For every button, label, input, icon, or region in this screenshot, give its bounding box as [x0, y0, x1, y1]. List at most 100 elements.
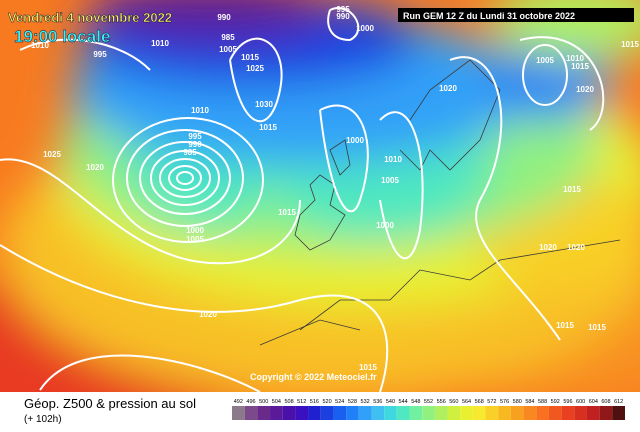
scale-swatch	[548, 406, 562, 420]
scale-swatch	[320, 406, 334, 420]
isobar-label: 1025	[43, 150, 61, 159]
isobar-label: 1015	[278, 208, 296, 217]
scale-label: 588	[538, 399, 547, 405]
scale-swatch	[396, 406, 410, 420]
scale-label: 600	[576, 399, 585, 405]
isobar-label: 1015	[359, 363, 377, 372]
isobar-label: 1020	[199, 310, 217, 319]
local-time: 19:00 locale	[14, 27, 110, 46]
scale-label: 604	[589, 399, 598, 405]
scale-swatch	[232, 406, 245, 420]
isobar-label: 1005	[536, 56, 554, 65]
scale-swatch	[485, 406, 499, 420]
scale-swatch	[308, 406, 321, 420]
isobar-label: 1020	[86, 163, 104, 172]
scale-label: 552	[424, 399, 433, 405]
scale-swatch	[282, 406, 296, 420]
isobar-label: 1020	[539, 243, 557, 252]
scale-label: 596	[563, 399, 572, 405]
scale-swatch	[409, 406, 423, 420]
isobar-label: 1020	[576, 85, 594, 94]
isobar-label: 1005	[219, 45, 237, 54]
scale-swatch	[333, 406, 347, 420]
scale-swatch	[523, 406, 537, 420]
isobar-label: 1015	[588, 323, 606, 332]
scale-label: 544	[399, 399, 408, 405]
scale-label: 580	[513, 399, 522, 405]
isobar-label: 1000	[346, 136, 364, 145]
isobar-label: 1030	[255, 100, 273, 109]
scale-swatch	[498, 406, 511, 420]
scale-swatch	[460, 406, 473, 420]
isobar-labels: 1010995101099098510051015102510301015101…	[31, 5, 639, 372]
scale-swatch	[599, 406, 613, 420]
scale-swatch	[434, 406, 448, 420]
isobar-label: 1010	[31, 41, 49, 50]
isobars	[0, 7, 605, 392]
footer-title: Géop. Z500 & pression au sol	[24, 396, 196, 411]
scale-swatch	[295, 406, 309, 420]
isobar-label: 1010	[191, 106, 209, 115]
isobar-label: 1015	[259, 123, 277, 132]
isobar-label: 1010	[151, 39, 169, 48]
isobar-label: 995	[93, 50, 107, 59]
isobar-label: 985	[183, 148, 197, 157]
isobar-label: 995	[188, 132, 202, 141]
scale-label: 504	[272, 399, 281, 405]
scale-label: 500	[259, 399, 268, 405]
scale-label: 492	[234, 399, 243, 405]
scale-swatch	[384, 406, 397, 420]
scale-swatch	[561, 406, 575, 420]
scale-swatch	[612, 406, 625, 420]
scale-swatch	[586, 406, 600, 420]
run-info: Run GEM 12 Z du Lundi 31 octobre 2022	[403, 11, 575, 21]
scale-swatch	[358, 406, 372, 420]
isobar-label: 1005	[186, 235, 204, 244]
isobar-label: 1020	[439, 84, 457, 93]
scale-swatch	[244, 406, 258, 420]
scale-label: 576	[500, 399, 509, 405]
lead-time: (+ 102h)	[24, 414, 62, 425]
scale-label: 564	[462, 399, 471, 405]
scale-swatch	[422, 406, 435, 420]
scale-swatch	[472, 406, 486, 420]
scale-label: 584	[525, 399, 534, 405]
isobar-label: 1015	[241, 53, 259, 62]
isobar-label: 1015	[556, 321, 574, 330]
scale-label: 508	[284, 399, 293, 405]
coastlines	[259, 59, 621, 346]
scale-label: 592	[551, 399, 560, 405]
isobar-label: 990	[188, 140, 202, 149]
run-box	[398, 8, 634, 22]
scale-label: 520	[322, 399, 331, 405]
isobar-label: 1010	[566, 54, 584, 63]
scale-label: 512	[297, 399, 306, 405]
scale-label: 536	[373, 399, 382, 405]
scale-label: 532	[361, 399, 370, 405]
isobar-label: 1020	[567, 243, 585, 252]
scale-label: 528	[348, 399, 357, 405]
scale-swatch	[270, 406, 283, 420]
scale-swatch	[510, 406, 524, 420]
isobar-label: 1025	[246, 64, 264, 73]
copyright: Copyright © 2022 Meteociel.fr	[250, 372, 377, 382]
isobar-label: 1015	[571, 62, 589, 71]
scale-swatch	[257, 406, 271, 420]
isobar-label: 1010	[384, 155, 402, 164]
isobar-label: 995	[336, 5, 350, 14]
isobar-label: 985	[221, 33, 235, 42]
isobar-label: 1015	[563, 185, 581, 194]
scale-label: 560	[449, 399, 458, 405]
isobar-label: 1000	[356, 24, 374, 33]
isobar-label: 1000	[186, 226, 204, 235]
scale-label: 540	[386, 399, 395, 405]
isobar-label: 990	[336, 12, 350, 21]
isobar-label: 1000	[376, 221, 394, 230]
scale-label: 556	[437, 399, 446, 405]
isobar-label: 1005	[381, 176, 399, 185]
scale-label: 608	[601, 399, 610, 405]
